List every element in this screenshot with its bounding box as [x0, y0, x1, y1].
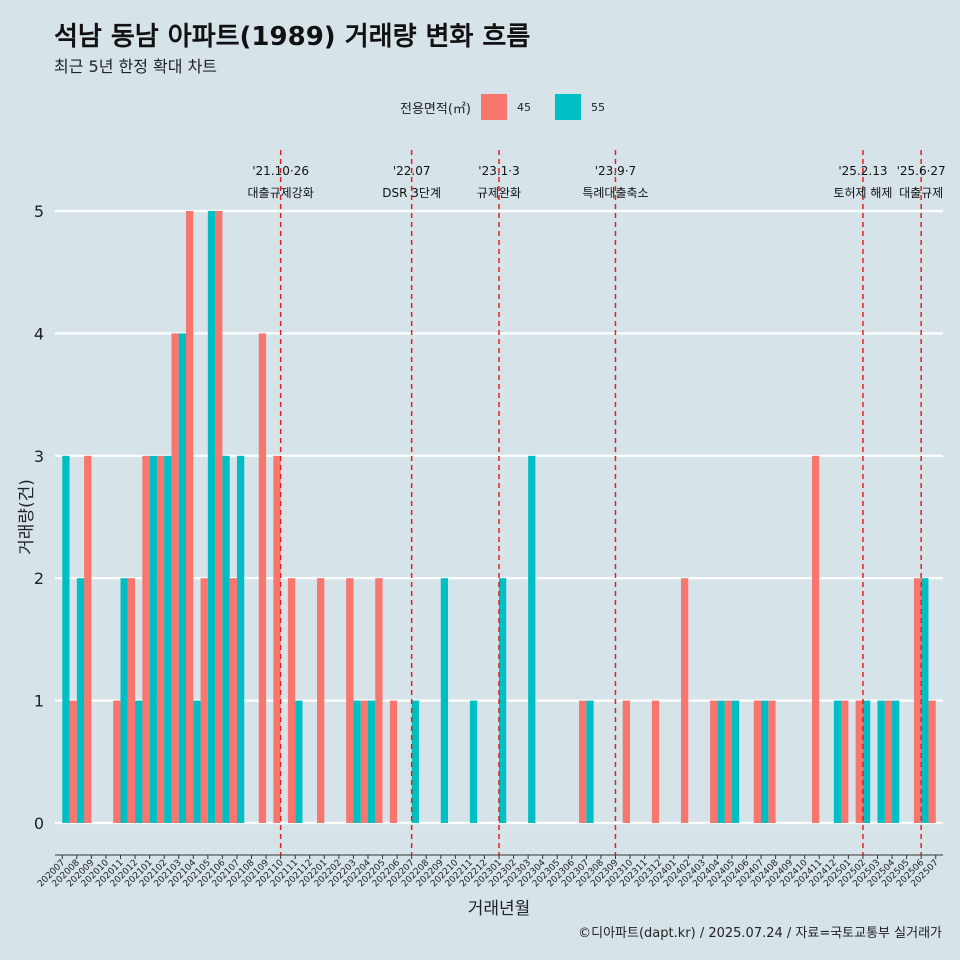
bar-55 [193, 700, 201, 823]
bar-45 [855, 700, 863, 823]
y-tick-label: 1 [34, 692, 44, 711]
bar-55 [76, 578, 85, 823]
bar-55 [586, 700, 594, 823]
bar-45 [186, 211, 194, 823]
event-label: 대출규제강화 [248, 186, 314, 200]
bar-45 [127, 578, 136, 823]
legend: 전용면적(㎡) 45 55 [400, 93, 629, 121]
bar-45 [680, 578, 689, 823]
bar-55 [222, 455, 230, 823]
event-label: DSR 3단계 [382, 186, 441, 200]
bar-55 [892, 700, 900, 823]
event-date: '21.10·26 [252, 164, 309, 178]
bar-45 [622, 700, 631, 823]
bar-55 [440, 578, 449, 823]
legend-label-45: 45 [516, 100, 531, 114]
chart-subtitle: 최근 5년 한정 확대 차트 [54, 57, 218, 76]
bar-55 [761, 700, 769, 823]
bar-45 [360, 700, 368, 823]
bar-45 [113, 700, 121, 823]
bar-45 [710, 700, 718, 823]
bar-55 [120, 578, 128, 823]
bar-55 [833, 700, 842, 823]
legend-title: 전용면적(㎡) [400, 101, 471, 117]
y-tick-label: 4 [34, 324, 44, 343]
event-date: '25.6·27 [897, 164, 946, 178]
bar-45 [346, 578, 354, 823]
bar-55 [528, 455, 536, 823]
event-date: '25.2.13 [838, 164, 887, 178]
bar-45 [273, 455, 281, 823]
bar-45 [69, 700, 77, 823]
source-caption: ©디아파트(dapt.kr) / 2025.07.24 / 자료=국토교통부 실… [578, 926, 942, 941]
bar-45 [200, 578, 208, 823]
bar-45 [287, 578, 296, 823]
bar-45 [84, 455, 92, 823]
bar-55 [149, 455, 157, 823]
bar-45 [156, 455, 165, 823]
bar-55 [295, 700, 303, 823]
bar-55 [367, 700, 376, 823]
event-label: 토허제 해제 [833, 186, 892, 200]
bar-45 [913, 578, 922, 823]
bar-45 [884, 700, 893, 823]
bar-45 [724, 700, 732, 823]
bar-55 [717, 700, 725, 823]
y-tick-label: 2 [34, 569, 44, 588]
bar-55 [469, 700, 478, 823]
event-label: 규제완화 [477, 186, 521, 200]
bar-45 [171, 333, 179, 823]
bar-45 [928, 700, 936, 823]
event-date: '23.1·3 [478, 164, 519, 178]
bar-45 [753, 700, 762, 823]
bar-45 [258, 333, 267, 823]
event-date: '23.9·7 [595, 164, 636, 178]
bar-45 [229, 578, 237, 823]
bar-55 [862, 700, 871, 823]
bar-45 [375, 578, 383, 823]
y-axis-title: 거래량(건) [17, 479, 37, 555]
legend-swatch-45 [480, 94, 507, 120]
bar-45 [389, 700, 398, 823]
event-date: '22.07 [393, 164, 431, 178]
bar-45 [651, 700, 660, 823]
bar-45 [142, 455, 150, 823]
bar-55 [164, 455, 172, 823]
bar-55 [877, 700, 885, 823]
legend-swatch-55 [554, 94, 581, 120]
event-label: 대출규제 [899, 186, 943, 200]
bar-55 [353, 700, 361, 823]
bar-45 [811, 455, 820, 823]
bar-45 [579, 700, 587, 823]
y-tick-label: 0 [34, 814, 44, 833]
bar-55 [499, 578, 507, 823]
x-axis-title: 거래년월 [468, 899, 531, 919]
bar-55 [62, 455, 70, 823]
bar-55 [236, 455, 245, 823]
bar-55 [135, 700, 143, 823]
bar-45 [317, 578, 325, 823]
legend-label-55: 55 [590, 100, 605, 114]
bar-45 [768, 700, 776, 823]
event-label: 특례대출축소 [582, 186, 648, 200]
y-tick-label: 5 [34, 202, 44, 221]
bar-55 [178, 333, 187, 823]
chart-title: 석남 동남 아파트(1989) 거래량 변화 흐름 [54, 22, 531, 52]
bar-55 [921, 578, 929, 823]
bar-55 [731, 700, 740, 823]
y-tick-label: 3 [34, 447, 44, 466]
bar-45 [841, 700, 849, 823]
bar-55 [411, 700, 419, 823]
bar-45 [215, 211, 223, 823]
bar-55 [207, 211, 216, 823]
